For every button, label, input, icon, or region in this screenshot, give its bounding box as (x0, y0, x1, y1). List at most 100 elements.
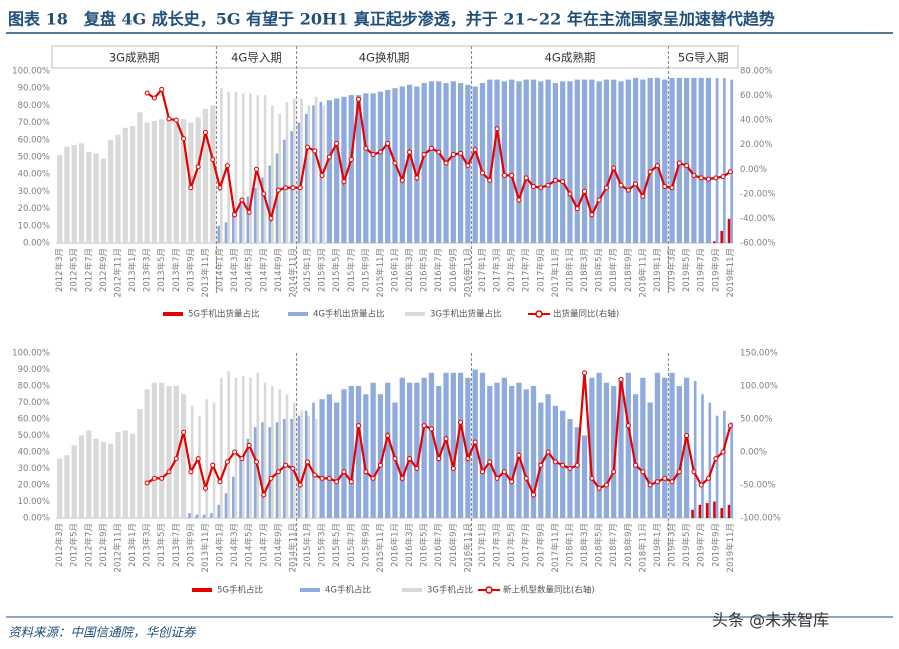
bar (263, 95, 267, 243)
bar (341, 389, 347, 518)
x-tick-label: 2019年7月 (696, 523, 707, 567)
bar (271, 386, 274, 518)
x-tick-label: 2013年1月 (127, 523, 138, 567)
legend-label: 新上机型数量同比(右轴) (503, 585, 595, 596)
line-marker (224, 163, 230, 169)
bar (195, 514, 199, 518)
line-marker (173, 456, 179, 462)
bar (137, 112, 143, 243)
bar (683, 77, 690, 243)
line-marker (166, 116, 172, 122)
bar (625, 372, 631, 518)
bar (428, 372, 435, 518)
x-tick-label: 2015年9月 (360, 248, 371, 292)
bar (472, 86, 478, 243)
line-marker (654, 479, 660, 485)
bar (241, 376, 245, 518)
y-tick-label: 100.00% (12, 349, 50, 359)
x-tick-label: 2016年11月 (462, 248, 473, 297)
y2-tick-label: 0.00% (740, 448, 767, 458)
x-tick-label: 2012年3月 (54, 248, 65, 292)
y-tick-label: 40.00% (18, 170, 50, 180)
line-marker (377, 149, 383, 155)
line-marker (385, 433, 391, 438)
line-marker (436, 149, 442, 155)
x-tick-label: 2016年7月 (433, 248, 444, 292)
bar (297, 415, 301, 518)
line-marker (407, 456, 413, 462)
line-marker (290, 185, 296, 191)
y2-tick-label: -20.00% (740, 189, 775, 199)
legend-label: 5G手机占比 (217, 585, 263, 596)
line-marker (370, 152, 376, 158)
bar (399, 377, 405, 518)
bar (180, 119, 187, 243)
bar (64, 455, 70, 518)
x-tick-label: 2012年11月 (112, 523, 123, 572)
bar (285, 101, 289, 244)
line-marker (472, 147, 478, 153)
x-tick-label: 2017年1月 (477, 248, 488, 292)
line-marker (385, 140, 391, 146)
bar (523, 79, 529, 243)
bar (450, 372, 456, 518)
line-marker (144, 480, 150, 486)
line-marker (523, 475, 529, 481)
bar (326, 394, 333, 518)
bar (698, 77, 704, 243)
x-tick-label: 2015年11月 (375, 523, 386, 572)
bar (312, 402, 315, 518)
line-marker (538, 462, 544, 468)
bar (234, 377, 238, 518)
y-tick-label: 10.00% (18, 221, 50, 231)
bar (618, 377, 624, 518)
line-marker (261, 492, 267, 498)
bar (108, 443, 114, 518)
x-tick-label: 2017年5月 (506, 523, 517, 567)
line-marker (560, 179, 566, 185)
line-marker (582, 370, 588, 376)
line-marker (458, 419, 464, 425)
bar (457, 83, 464, 243)
line-marker (239, 456, 245, 462)
line-marker (232, 449, 238, 455)
x-tick-label: 2015年7月 (346, 248, 357, 292)
bar (137, 409, 143, 518)
bar (122, 127, 128, 243)
line-marker (640, 193, 646, 199)
x-tick-label: 2016年3月 (404, 248, 415, 292)
bar (220, 88, 223, 243)
bar (144, 389, 150, 518)
bar (683, 377, 690, 518)
x-tick-label: 2019年1月 (652, 523, 663, 567)
bar (256, 372, 260, 518)
line-marker (494, 475, 500, 481)
line-marker (676, 160, 682, 166)
bar (195, 117, 201, 243)
line-marker (290, 466, 296, 471)
x-tick-label: 2019年1月 (652, 248, 663, 292)
line-marker (501, 469, 507, 475)
line-marker (151, 95, 157, 101)
bar (326, 100, 333, 244)
y-tick-label: 100.00% (12, 67, 50, 77)
bar (530, 79, 537, 243)
line-marker (341, 469, 347, 475)
x-tick-label: 2014年1月 (215, 523, 226, 567)
y-tick-label: 70.00% (18, 398, 50, 408)
line-marker (684, 433, 690, 438)
bar (355, 386, 362, 518)
x-tick-label: 2014年11月 (287, 523, 298, 572)
bar (545, 79, 551, 243)
bar (268, 427, 272, 518)
x-tick-label: 2017年9月 (535, 248, 546, 292)
line-marker (217, 185, 223, 191)
line-marker (509, 479, 515, 485)
y-tick-label: 0.00% (23, 239, 50, 249)
line-marker (377, 462, 383, 468)
bar (715, 77, 719, 243)
x-tick-label: 2019年9月 (710, 523, 721, 567)
bar (190, 405, 194, 518)
line-marker (334, 140, 340, 146)
bar (93, 153, 99, 243)
